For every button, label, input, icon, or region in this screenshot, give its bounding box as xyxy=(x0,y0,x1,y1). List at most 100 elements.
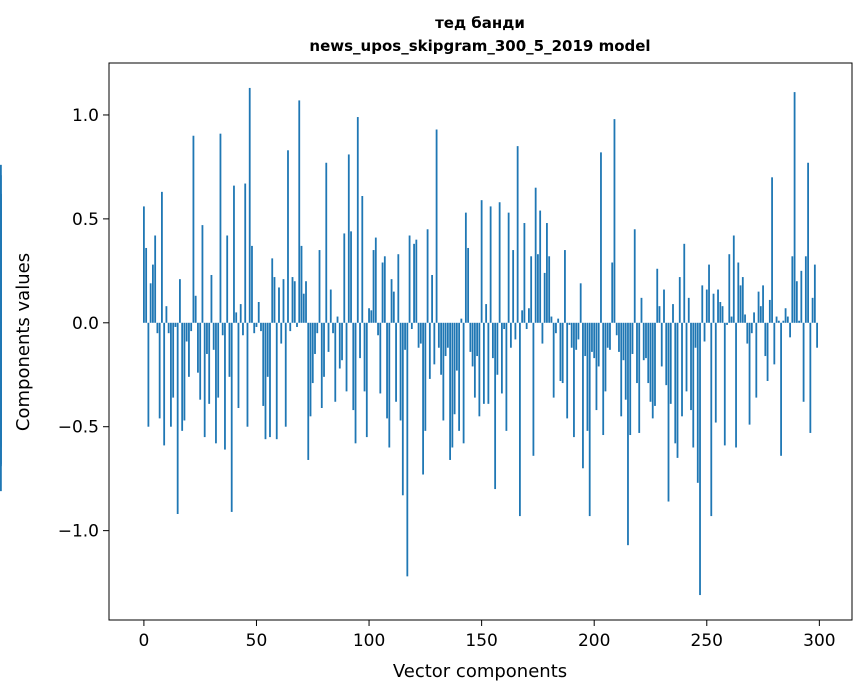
bar xyxy=(564,250,566,323)
bar xyxy=(332,322,334,334)
bar xyxy=(728,254,731,323)
bar xyxy=(649,322,652,402)
bar xyxy=(618,322,620,352)
bar xyxy=(446,322,449,348)
bar xyxy=(363,322,366,392)
bar xyxy=(532,322,535,456)
bar xyxy=(460,318,463,323)
bar xyxy=(156,322,159,334)
bar xyxy=(399,322,402,421)
bar xyxy=(642,322,645,361)
bar xyxy=(320,322,323,408)
bar xyxy=(609,322,611,350)
bar xyxy=(559,322,562,381)
bar xyxy=(611,262,614,323)
bar xyxy=(685,322,688,392)
bar xyxy=(485,304,488,323)
bar xyxy=(638,322,641,433)
bar xyxy=(379,322,382,394)
bar xyxy=(462,322,465,444)
bar xyxy=(383,256,386,323)
bar xyxy=(746,322,749,344)
bar xyxy=(392,291,395,323)
bar xyxy=(631,322,634,354)
bar xyxy=(595,322,598,411)
bar xyxy=(174,322,177,327)
bar xyxy=(336,316,339,323)
bar xyxy=(390,279,393,323)
bar xyxy=(541,322,544,344)
bar xyxy=(406,322,409,577)
bar xyxy=(433,322,436,365)
bar xyxy=(750,322,753,334)
bar xyxy=(311,322,314,384)
bar xyxy=(647,322,650,384)
bar xyxy=(176,322,179,514)
bar xyxy=(710,322,713,517)
x-tick-label: 150 xyxy=(465,631,497,651)
bar xyxy=(323,322,325,377)
bar xyxy=(705,289,708,323)
bar xyxy=(500,322,503,394)
bar xyxy=(809,322,812,433)
bar xyxy=(633,229,636,323)
bar xyxy=(219,133,222,323)
bar xyxy=(755,322,758,398)
bar xyxy=(0,214,2,323)
bar xyxy=(212,322,215,350)
bar xyxy=(602,322,605,436)
bar xyxy=(377,322,379,336)
bar xyxy=(194,295,197,323)
bar xyxy=(413,243,415,323)
bar xyxy=(692,322,695,448)
bar xyxy=(455,322,458,371)
plot-frame xyxy=(108,62,853,621)
bar xyxy=(325,162,328,323)
bar xyxy=(300,245,303,323)
bar xyxy=(246,322,249,427)
bar xyxy=(282,279,285,323)
bar xyxy=(471,322,474,367)
bar xyxy=(163,322,166,446)
bar xyxy=(154,235,157,323)
bar xyxy=(350,231,352,323)
bar xyxy=(305,281,307,323)
bar xyxy=(442,322,445,421)
bar xyxy=(780,322,782,456)
bar xyxy=(528,308,530,323)
bar xyxy=(816,322,818,348)
bar xyxy=(773,322,776,365)
bar xyxy=(165,306,168,323)
y-axis: −1.0 −0.5 0.0 0.5 1.0 xyxy=(58,106,109,542)
bar xyxy=(548,256,551,323)
bar xyxy=(359,322,361,359)
bar xyxy=(793,92,796,323)
bar xyxy=(690,322,692,411)
bar xyxy=(428,322,431,379)
bar xyxy=(683,243,686,323)
bar xyxy=(424,322,427,431)
bar xyxy=(415,239,418,323)
bar xyxy=(158,322,161,419)
bar xyxy=(494,322,497,490)
bar xyxy=(654,322,656,406)
bar xyxy=(435,129,438,323)
chart-title-line2: news_upos_skipgram_300_5_2019 model xyxy=(309,37,650,55)
bar xyxy=(575,322,578,350)
bar xyxy=(730,316,733,323)
bar xyxy=(813,264,816,323)
bar xyxy=(230,322,233,512)
bar xyxy=(298,100,301,323)
bar xyxy=(167,322,170,334)
bar xyxy=(404,322,406,350)
bar xyxy=(498,202,501,323)
bar xyxy=(228,322,231,377)
bar xyxy=(651,322,654,419)
bar xyxy=(591,322,593,352)
bar xyxy=(381,262,384,323)
bar xyxy=(640,297,643,323)
bar xyxy=(419,322,422,344)
bar xyxy=(255,322,258,327)
bar xyxy=(539,210,542,323)
bar xyxy=(361,196,364,323)
